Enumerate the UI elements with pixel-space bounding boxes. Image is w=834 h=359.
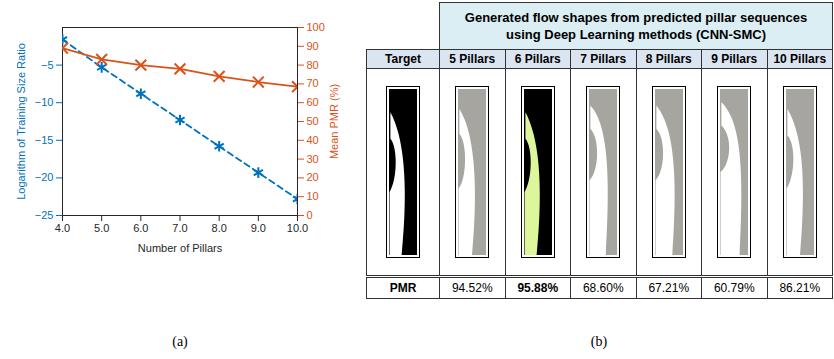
html-text:7 Pillars: 7 Pillars [580,52,627,66]
html-text:Generated flow shapes from pre: Generated flow shapes from predicted pil… [464,10,808,25]
svg-text:70: 70 [307,77,319,89]
html-text:67.21%: 67.21% [648,281,690,295]
svg-text:Logarithm of Training Size Rat: Logarithm of Training Size Ratio [15,43,27,200]
svg-text:20: 20 [307,171,319,183]
svg-text:8.0: 8.0 [212,222,227,234]
html-text:6 Pillars: 6 Pillars [514,52,561,66]
html-text:8 Pillars: 8 Pillars [645,52,692,66]
html-text:10 Pillars: 10 Pillars [773,52,827,66]
svg-text:6.0: 6.0 [133,222,148,234]
html-text:9 Pillars: 9 Pillars [711,52,758,66]
svg-text:50: 50 [307,115,319,127]
svg-text:40: 40 [307,134,319,146]
html-text:Target: Target [385,52,421,66]
svg-text:80: 80 [307,59,319,71]
html-text:60.79%: 60.79% [713,281,755,295]
html-text:86.21%: 86.21% [779,281,821,295]
html-text:5 Pillars: 5 Pillars [449,52,496,66]
html-text:95.88%: 95.88% [517,281,559,295]
svg-text:100: 100 [307,21,325,33]
html-text:(b): (b) [590,334,608,349]
svg-text:−20: −20 [35,171,54,183]
svg-text:−15: −15 [35,134,54,146]
svg-text:Mean PMR (%): Mean PMR (%) [328,84,340,159]
svg-text:−5: −5 [41,59,54,71]
html-text:(a): (a) [172,334,188,349]
svg-text:5.0: 5.0 [94,222,109,234]
html-text:PMR: PMR [389,281,417,295]
svg-text:7.0: 7.0 [172,222,187,234]
svg-text:−10: −10 [35,96,54,108]
svg-text:−25: −25 [35,209,54,221]
html-text:using Deep Learning methods (C: using Deep Learning methods (CNN-SMC) [506,27,766,42]
svg-text:60: 60 [307,96,319,108]
svg-text:9.0: 9.0 [251,222,266,234]
svg-text:90: 90 [307,40,319,52]
svg-text:10: 10 [307,190,319,202]
svg-text:4.0: 4.0 [55,222,70,234]
svg-text:Number of Pillars: Number of Pillars [138,242,223,254]
svg-text:10.0: 10.0 [287,222,308,234]
html-text:94.52%: 94.52% [451,281,493,295]
svg-text:30: 30 [307,153,319,165]
html-text:68.60%: 68.60% [582,281,624,295]
svg-text:0: 0 [307,209,313,221]
